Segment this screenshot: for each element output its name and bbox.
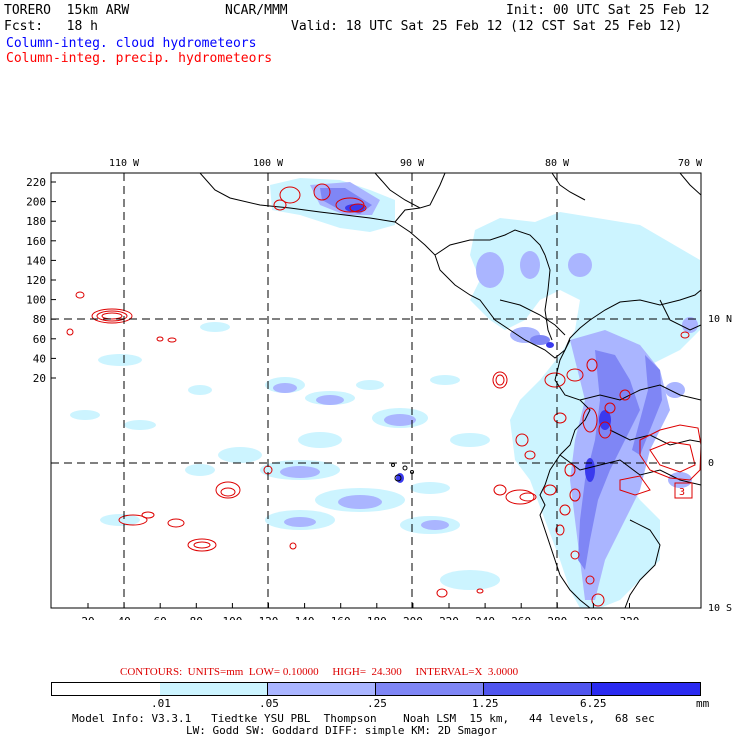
x-tick-label: 100: [222, 615, 242, 620]
field-precip-title: Column-integ. precip. hydrometeors: [6, 51, 273, 66]
y-tick-label: 160: [26, 235, 46, 248]
y-tick-label: 40: [33, 352, 46, 365]
y-tick-label: 60: [33, 333, 46, 346]
contour-info: CONTOURS: UNITS=mm LOW= 0.10000 HIGH= 24…: [120, 666, 519, 678]
init-time: Init: 00 UTC Sat 25 Feb 12: [506, 3, 710, 18]
colorbar-swatch-1: [160, 682, 268, 696]
x-tick-label: 120: [259, 615, 279, 620]
x-tick-label: 80: [190, 615, 203, 620]
y-tick-label: 20: [33, 372, 46, 385]
colorbar-swatch-4: [484, 682, 592, 696]
y-tick-label: 140: [26, 254, 46, 267]
y-tick-label: 200: [26, 196, 46, 209]
colorbar-tick: .05: [259, 697, 279, 710]
latitude-label: 10 S: [708, 603, 732, 614]
longitude-label: 80 W: [545, 158, 570, 169]
x-tick-label: 160: [331, 615, 351, 620]
colorbar-tick: 1.25: [472, 697, 499, 710]
colorbar-units: mm: [696, 697, 710, 710]
x-tick-label: 180: [367, 615, 387, 620]
colorbar-tick: .01: [151, 697, 171, 710]
model-center: NCAR/MMM: [225, 3, 288, 18]
lat-lon-grid: [51, 173, 701, 608]
latitude-label: 0: [708, 458, 714, 469]
x-tick-label: 300: [583, 615, 603, 620]
x-tick-label: 220: [439, 615, 459, 620]
y-tick-label: 100: [26, 294, 46, 307]
x-tick-label: 60: [154, 615, 167, 620]
precip-contours: [66, 183, 701, 607]
x-tick-label: 40: [117, 615, 130, 620]
y-tick-label: 120: [26, 274, 46, 287]
latitude-label: 10 N: [708, 314, 732, 325]
x-tick-label: 240: [475, 615, 495, 620]
longitude-labels: 110 W 100 W 90 W 80 W 70 W: [109, 158, 703, 169]
colorbar-tick: 6.25: [580, 697, 607, 710]
max-value-label: 3: [679, 487, 685, 498]
colorbar-swatch-5: [592, 682, 701, 696]
x-axis: 20 40 60 80 100 120 140 160 180 200 220 240 260 280 30…: [81, 603, 639, 620]
field-cloud-title: Column-integ. cloud hydrometeors: [6, 36, 257, 51]
y-tick-label: 220: [26, 176, 46, 189]
colorbar-swatch-0: [51, 682, 161, 696]
longitude-label: 110 W: [109, 158, 140, 169]
longitude-label: 70 W: [678, 158, 703, 169]
y-axis: 220 200 180 160 140 120 100 80 60 40 20: [26, 176, 56, 385]
x-tick-label: 320: [620, 615, 640, 620]
x-tick-label: 140: [295, 615, 315, 620]
x-tick-label: 20: [81, 615, 94, 620]
forecast-map: 3 220 200 180 160 140 120 100 80 60 40 20 20 40 60 80…: [26, 158, 732, 620]
colorbar-swatch-2: [268, 682, 376, 696]
model-info: Model Info: V3.3.1 Tiedtke YSU PBL Thomp…: [72, 712, 655, 725]
longitude-label: 90 W: [400, 158, 425, 169]
colorbar-swatch-3: [376, 682, 484, 696]
x-tick-label: 280: [547, 615, 567, 620]
model-physics: LW: Godd SW: Goddard DIFF: simple KM: 2D…: [186, 724, 498, 737]
y-tick-label: 80: [33, 313, 46, 326]
y-tick-label: 180: [26, 215, 46, 228]
colorbar-tick: .25: [367, 697, 387, 710]
x-tick-label: 200: [403, 615, 423, 620]
map-frame: [50, 172, 702, 609]
x-tick-label: 260: [511, 615, 531, 620]
model-name: TORERO 15km ARW: [4, 3, 130, 18]
valid-time: Valid: 18 UTC Sat 25 Feb 12 (12 CST Sat …: [291, 19, 683, 34]
forecast-hour: Fcst: 18 h: [4, 19, 98, 34]
latitude-labels: 10 N 0 10 S: [708, 314, 732, 614]
longitude-label: 100 W: [253, 158, 284, 169]
